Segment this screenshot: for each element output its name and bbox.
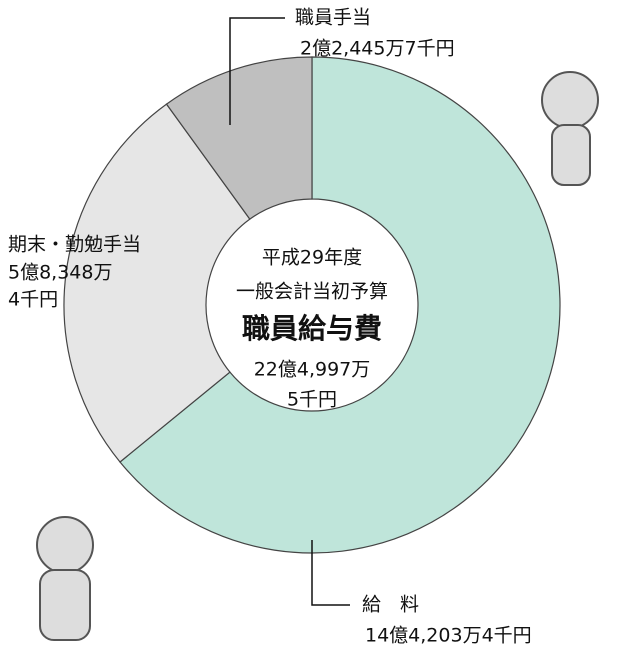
mascot-left [37,517,93,640]
category-label: 職員手当 [295,7,371,29]
annotation: 一般会計当初予算 [236,281,388,303]
value-label: 14億4,203万4千円 [365,625,532,647]
category-label: 期末・勤勉手当 [8,234,141,256]
value-label: 2億2,445万7千円 [300,38,455,60]
total-label: 22億4,997万 [254,359,371,381]
chart-title: 職員給与費 [242,312,382,345]
category-label: 給 料 [362,594,419,616]
mascot-right [542,72,598,185]
value-label: 4千円 [8,289,58,311]
chart: 給 料 14億4,203万4千円 期末・勤勉手当 5億8,348万 4千円 職員手当 2億2… [0,0,619,648]
value-label: 5億8,348万 [8,262,112,284]
annotation: 平成29年度 [262,247,362,269]
total-label: 5千円 [287,389,337,411]
